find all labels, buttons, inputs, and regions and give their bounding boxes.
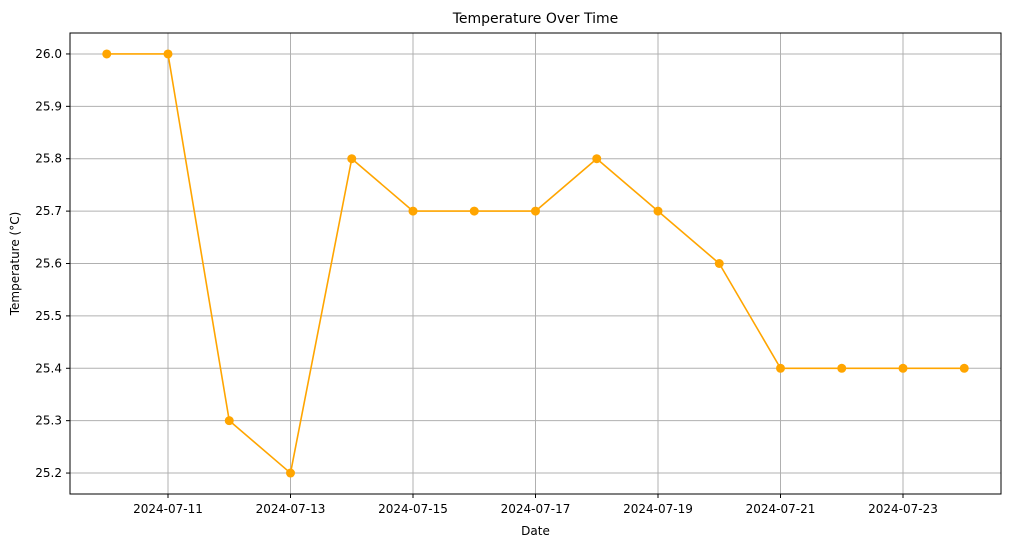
x-tick-label: 2024-07-23 — [868, 502, 938, 516]
chart-title: Temperature Over Time — [452, 11, 619, 27]
series-temperature — [102, 49, 969, 478]
data-point — [286, 468, 295, 478]
data-point — [837, 363, 847, 373]
x-axis-label: Date — [521, 524, 550, 538]
data-point — [592, 154, 602, 164]
data-point — [102, 49, 112, 59]
y-tick-label: 25.2 — [35, 466, 62, 480]
y-tick-label: 25.4 — [35, 361, 62, 375]
y-tick-label: 25.3 — [35, 414, 62, 428]
x-tick-label: 2024-07-15 — [378, 502, 448, 516]
y-axis-label: Temperature (°C) — [8, 212, 22, 317]
data-point — [898, 363, 908, 373]
x-tick-label: 2024-07-11 — [133, 502, 203, 516]
data-point — [469, 206, 479, 216]
data-point — [347, 154, 357, 164]
data-point — [776, 363, 785, 373]
y-tick-label: 26.0 — [35, 47, 62, 61]
data-point — [163, 49, 173, 59]
y-tick-label: 25.7 — [35, 204, 62, 218]
x-tick-label: 2024-07-19 — [623, 502, 693, 516]
y-tick-label: 25.9 — [35, 99, 62, 113]
data-point — [714, 259, 724, 268]
data-point — [531, 206, 540, 216]
x-tick-label: 2024-07-21 — [746, 502, 816, 516]
y-axis-ticks: 25.2 25.3 25.4 25.5 25.6 25.7 25.8 25.9 26.0 — [35, 47, 70, 480]
grid-lines — [70, 33, 1001, 494]
plot-area-frame — [69, 32, 1002, 495]
data-point — [408, 206, 418, 216]
data-point — [224, 416, 234, 426]
data-point — [653, 206, 663, 216]
x-tick-label: 2024-07-17 — [501, 502, 571, 516]
x-axis-ticks: 2024-07-11 2024-07-13 2024-07-15 2024-07-17… — [133, 494, 938, 516]
y-tick-label: 25.8 — [35, 152, 62, 166]
data-point — [959, 363, 969, 373]
y-tick-label: 25.6 — [35, 257, 62, 271]
x-tick-label: 2024-07-13 — [256, 502, 326, 516]
y-tick-label: 25.5 — [35, 309, 62, 323]
